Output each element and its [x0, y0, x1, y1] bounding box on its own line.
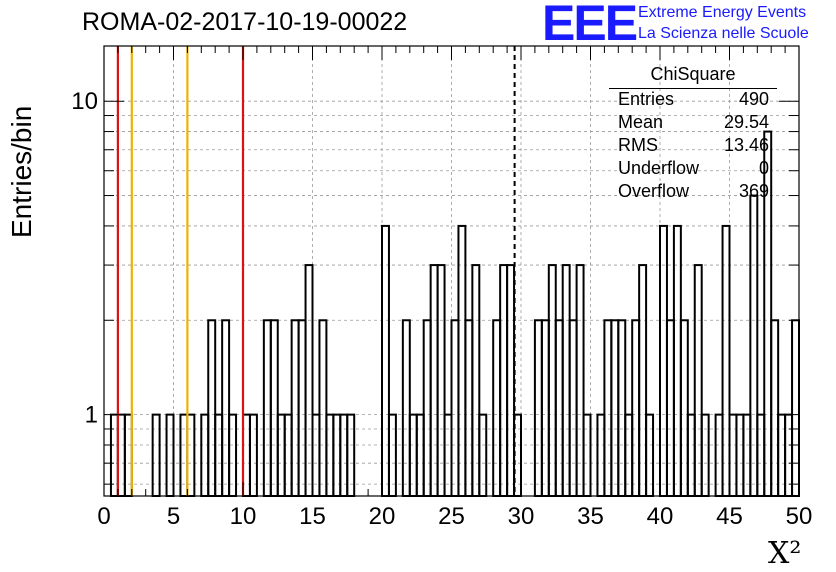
- x-tick-label: 15: [299, 503, 326, 530]
- stats-label: Overflow: [618, 181, 690, 201]
- y-tick-label: 10: [71, 88, 98, 115]
- histogram-bar: [610, 319, 620, 497]
- stats-row-mean: Mean 29.54: [609, 112, 777, 135]
- histogram-bar: [506, 264, 516, 497]
- logo-caption-line1: Extreme Energy Events: [638, 4, 807, 21]
- stats-label: Mean: [618, 112, 664, 132]
- histogram-bar: [269, 319, 279, 497]
- histogram-bar: [436, 264, 446, 497]
- stats-label: Underflow: [618, 158, 700, 178]
- x-tick-label: 10: [230, 503, 257, 530]
- histogram-bar: [422, 319, 432, 497]
- stats-row-overflow: Overflow 369: [609, 181, 777, 204]
- x-tick-label: 30: [508, 503, 535, 530]
- histogram-bar: [693, 264, 703, 497]
- stats-label: Entries: [618, 89, 675, 109]
- stats-row-underflow: Underflow 0: [609, 158, 777, 181]
- histogram-bar: [290, 319, 300, 497]
- y-tick-label: 1: [85, 402, 98, 429]
- histogram-bar: [631, 319, 641, 497]
- histogram-bar: [207, 319, 217, 497]
- x-tick-label: 5: [167, 503, 180, 530]
- histogram-bar: [721, 224, 731, 497]
- histogram-bar: [568, 319, 578, 497]
- histogram-bar: [617, 319, 627, 497]
- histogram-bar: [533, 319, 543, 497]
- y-axis-label: Entries/bin: [6, 105, 37, 238]
- histogram-bar: [575, 264, 585, 497]
- histogram-bar: [659, 224, 668, 497]
- histogram-bar: [429, 264, 439, 497]
- histogram-bar: [672, 224, 682, 497]
- histogram-bar: [665, 319, 675, 497]
- stats-value: 29.54: [723, 112, 769, 132]
- histogram-bar: [749, 194, 759, 497]
- histogram-bar: [554, 319, 564, 497]
- histogram-bar: [318, 319, 328, 497]
- histogram-bar: [638, 264, 648, 497]
- stats-value: 490: [738, 89, 769, 109]
- histogram-bar: [401, 319, 411, 497]
- x-tick-label: 50: [786, 503, 813, 530]
- run-title: ROMA-02-2017-10-19-00022: [82, 8, 408, 36]
- histogram-bar: [499, 264, 509, 497]
- histogram-bar: [262, 319, 272, 497]
- axis-ticks: [103, 46, 800, 496]
- tick-labels: 0 5 10 15 20 25 30 35 40 45 50 1 10: [71, 88, 812, 530]
- x-tick-label: 45: [716, 503, 743, 530]
- stats-label: RMS: [618, 135, 658, 155]
- histogram-bar: [381, 224, 390, 497]
- stats-title: ChiSquare: [609, 64, 777, 89]
- stats-row-rms: RMS 13.46: [609, 135, 777, 158]
- stats-box: ChiSquare Entries 490 Mean 29.54 RMS 13.…: [609, 64, 777, 204]
- histogram-bar: [770, 319, 780, 497]
- histogram-bar: [561, 264, 571, 497]
- histogram-bar: [450, 319, 460, 497]
- x-axis-label: X²: [768, 536, 802, 571]
- histogram-bar: [791, 319, 800, 497]
- histogram-bar: [457, 224, 467, 497]
- histogram-bar: [297, 319, 307, 497]
- stats-value: 13.46: [723, 135, 769, 155]
- grid-lines: [104, 46, 799, 496]
- histogram-bar: [679, 319, 689, 497]
- histogram-bar: [492, 319, 502, 497]
- logo-caption-line2: La Scienza nelle Scuole: [638, 25, 809, 42]
- histogram-bar: [304, 264, 314, 497]
- histogram-bar: [547, 264, 557, 497]
- x-tick-label: 20: [369, 503, 396, 530]
- x-tick-label: 25: [438, 503, 465, 530]
- histogram-bar: [603, 319, 613, 497]
- histogram-bar: [471, 264, 481, 497]
- x-tick-label: 0: [97, 503, 110, 530]
- x-tick-label: 35: [577, 503, 604, 530]
- stats-value: 369: [738, 181, 769, 201]
- stats-row-entries: Entries 490: [609, 89, 777, 112]
- threshold-markers: [116, 46, 245, 496]
- histogram-bar: [540, 319, 550, 497]
- eee-logo: EEE: [542, 0, 638, 51]
- histogram-bar: [221, 319, 231, 497]
- x-tick-label: 40: [647, 503, 674, 530]
- histogram-bar: [464, 319, 474, 497]
- stats-value: 0: [758, 158, 769, 178]
